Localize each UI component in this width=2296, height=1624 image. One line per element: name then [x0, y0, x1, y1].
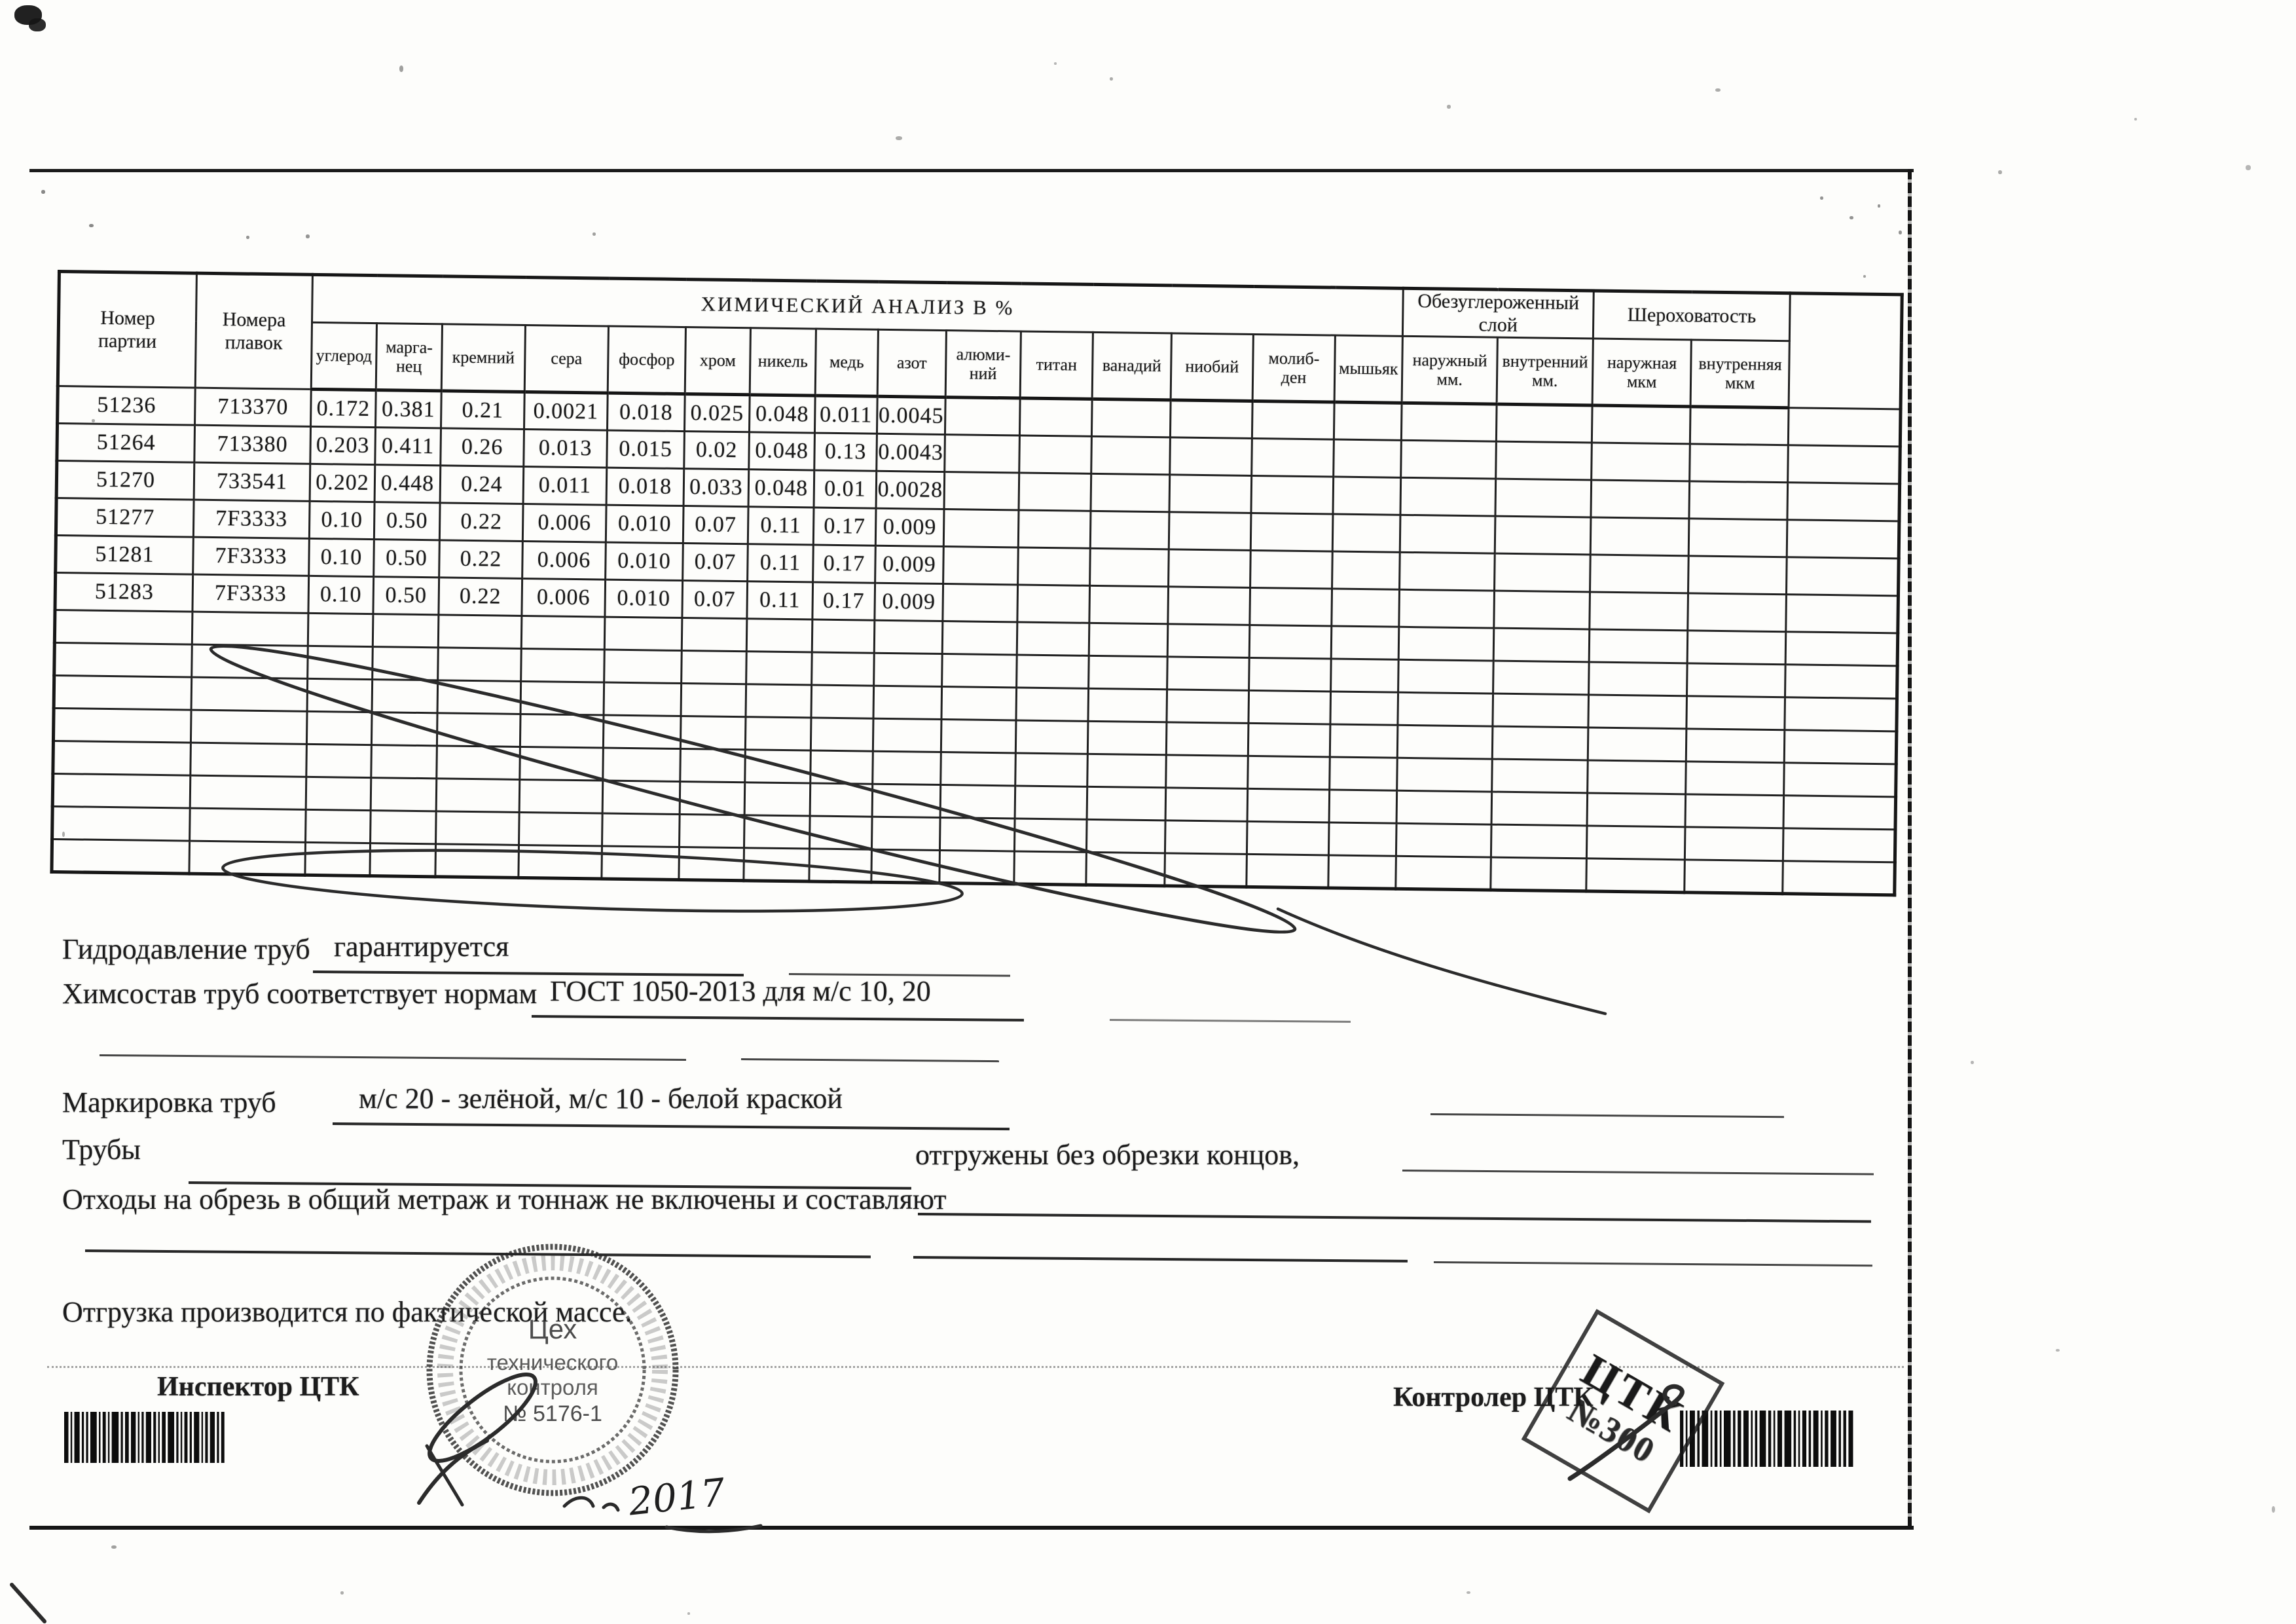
- fold-crease-line: [47, 1366, 1904, 1368]
- shipping-note: Отгрузка производится по фактической мас…: [62, 1296, 632, 1328]
- noise-speck: [62, 832, 65, 837]
- void-ellipse-flat: [221, 849, 964, 913]
- noise-speck: [1054, 62, 1057, 65]
- round-stamp-line3: контроля: [507, 1375, 598, 1399]
- noise-speck: [1878, 204, 1880, 208]
- signature-controller: [1567, 1384, 1685, 1481]
- noise-speck: [2056, 1349, 2060, 1352]
- noise-speck: [1110, 77, 1113, 81]
- hydro-pressure-label: Гидродавление труб: [62, 933, 310, 965]
- round-stamp-line2: технического: [487, 1350, 618, 1375]
- noise-speck: [92, 419, 95, 422]
- noise-speck: [2272, 1506, 2275, 1513]
- round-stamp-line4: № 5176-1: [503, 1401, 602, 1426]
- date-flourish: [665, 1524, 763, 1534]
- void-ellipse-large: [209, 644, 1297, 934]
- noise-speck: [896, 136, 902, 140]
- pipes-label: Трубы: [62, 1134, 141, 1166]
- noise-speck: [1715, 88, 1721, 92]
- chem-conform-label: Химсостав труб соответствует нормам: [62, 978, 538, 1010]
- noise-speck: [1820, 196, 1823, 200]
- noise-speck: [1850, 216, 1853, 219]
- signature-stroke-1: [417, 1439, 489, 1505]
- pipes-note: отгружены без обрезки концов,: [915, 1139, 1300, 1171]
- marking-label: Маркировка труб: [62, 1086, 276, 1118]
- noise-speck: [111, 1545, 117, 1549]
- frame-top-border: [29, 169, 1914, 172]
- noise-speck: [2134, 118, 2137, 120]
- round-stamp-technical-control: Цех технического контроля № 5176-1: [426, 1244, 679, 1496]
- inspector-label: Инспектор ЦТК: [157, 1372, 359, 1402]
- noise-speck: [246, 236, 249, 239]
- noise-speck: [1467, 1591, 1470, 1594]
- barcode-right: [1680, 1411, 1853, 1467]
- noise-speck: [29, 18, 46, 31]
- noise-speck: [592, 232, 596, 236]
- signature-loop-inspector: [428, 1373, 538, 1463]
- waste-label: Отходы на обрезь в общий метраж и тоннаж…: [62, 1183, 947, 1215]
- noise-speck: [1998, 170, 2002, 174]
- frame-bottom-border: [29, 1526, 1914, 1530]
- signature-stroke-2: [425, 1444, 464, 1507]
- void-stroke-tail: [1276, 907, 1607, 1016]
- noise-speck: [89, 224, 94, 227]
- date-scribble: [562, 1496, 620, 1512]
- round-stamp-line1: Цех: [528, 1314, 577, 1344]
- controller-label: Контролер ЦТК: [1393, 1382, 1594, 1412]
- noise-speck: [1447, 105, 1451, 109]
- chem-conform-value: ГОСТ 1050-2013 для м/с 10, 20: [550, 975, 931, 1007]
- noise-speck: [1899, 231, 1902, 234]
- noise-speck: [687, 1612, 690, 1615]
- noise-speck: [1863, 275, 1866, 278]
- noise-speck: [1971, 1061, 1974, 1064]
- noise-speck: [306, 234, 310, 238]
- barcode-left: [64, 1412, 225, 1463]
- noise-speck: [399, 65, 403, 72]
- frame-right-border: [1908, 169, 1912, 1528]
- noise-speck: [2246, 165, 2251, 170]
- corner-pen-mark: [10, 1583, 46, 1623]
- noise-speck: [41, 190, 45, 194]
- noise-speck: [340, 1591, 344, 1595]
- marking-value: м/с 20 - зелёной, м/с 10 - белой краской: [359, 1082, 843, 1115]
- hydro-pressure-value: гарантируется: [334, 931, 509, 963]
